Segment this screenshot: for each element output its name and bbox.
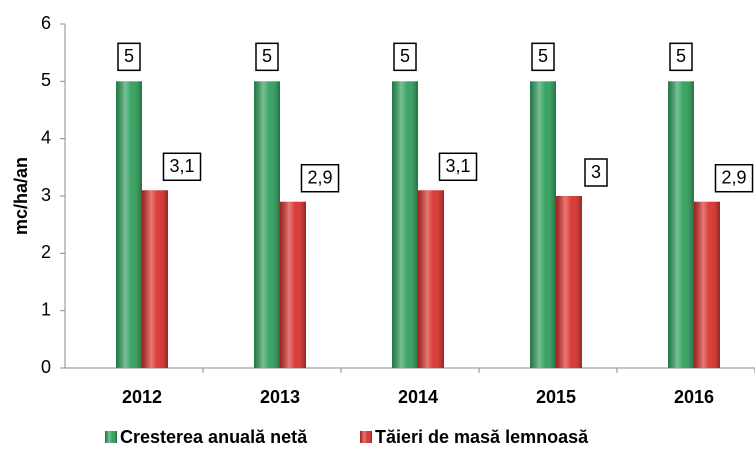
y-tick-label: 3 — [41, 185, 51, 205]
data-label: 5 — [538, 46, 548, 66]
bar-shine — [530, 81, 556, 368]
y-tick-label: 4 — [41, 127, 51, 147]
y-tick-label: 6 — [41, 13, 51, 33]
data-label-box — [438, 152, 478, 182]
data-label: 3 — [591, 162, 601, 182]
data-label: 5 — [676, 46, 686, 66]
y-tick-label: 5 — [41, 70, 51, 90]
y-axis-label: mc/ha/an — [11, 157, 31, 235]
data-label-box — [714, 163, 754, 193]
x-tick-label: 2016 — [674, 387, 714, 407]
x-tick-label: 2015 — [536, 387, 576, 407]
data-label-box — [669, 42, 693, 72]
data-label-box — [393, 42, 417, 72]
data-label: 2,9 — [721, 167, 746, 187]
legend-swatch-shine — [360, 431, 372, 443]
bar-shine — [668, 81, 694, 368]
data-label-box — [117, 42, 141, 72]
data-label: 3,1 — [445, 156, 470, 176]
bar-shine — [254, 81, 280, 368]
bar-shine — [116, 81, 142, 368]
data-label: 3,1 — [169, 156, 194, 176]
data-label: 5 — [124, 46, 134, 66]
data-label-box — [162, 152, 202, 182]
legend-swatch-shine — [105, 431, 117, 443]
data-label-box — [300, 163, 340, 193]
data-label: 5 — [400, 46, 410, 66]
bar-shine — [418, 190, 444, 368]
legend-label: Cresterea anuală netă — [120, 427, 308, 447]
data-label: 5 — [262, 46, 272, 66]
x-tick-label: 2013 — [260, 387, 300, 407]
legend-label: Tăieri de masă lemnoasă — [375, 427, 589, 447]
bar-shine — [694, 201, 720, 368]
data-label-box — [531, 42, 555, 72]
y-tick-label: 2 — [41, 242, 51, 262]
data-label: 2,9 — [307, 167, 332, 187]
y-tick-label: 0 — [41, 357, 51, 377]
bar-shine — [142, 190, 168, 368]
data-label-box — [255, 42, 279, 72]
data-label-box — [584, 158, 608, 187]
bar-shine — [392, 81, 418, 368]
y-tick-label: 1 — [41, 299, 51, 319]
x-tick-label: 2012 — [122, 387, 162, 407]
bar-shine — [280, 201, 306, 368]
x-tick-label: 2014 — [398, 387, 438, 407]
bar-shine — [556, 196, 582, 368]
